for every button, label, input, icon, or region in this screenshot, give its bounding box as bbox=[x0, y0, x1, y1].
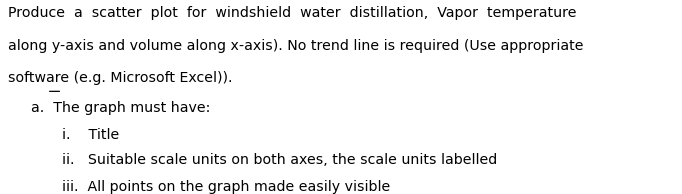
Text: Produce  a  scatter  plot  for  windshield  water  distillation,  Vapor  tempera: Produce a scatter plot for windshield wa… bbox=[8, 6, 577, 20]
Text: i.    Title: i. Title bbox=[62, 128, 119, 142]
Text: ii.   Suitable scale units on both axes, the scale units labelled: ii. Suitable scale units on both axes, t… bbox=[62, 153, 497, 167]
Text: a.  The graph must have:: a. The graph must have: bbox=[31, 101, 210, 115]
Text: iii.  All points on the graph made easily visible: iii. All points on the graph made easily… bbox=[62, 180, 390, 194]
Text: software (e.g. Microsoft Excel)).: software (e.g. Microsoft Excel)). bbox=[8, 71, 233, 86]
Text: along y-axis and volume along x-axis). No trend line is required (Use appropriat: along y-axis and volume along x-axis). N… bbox=[8, 39, 584, 53]
